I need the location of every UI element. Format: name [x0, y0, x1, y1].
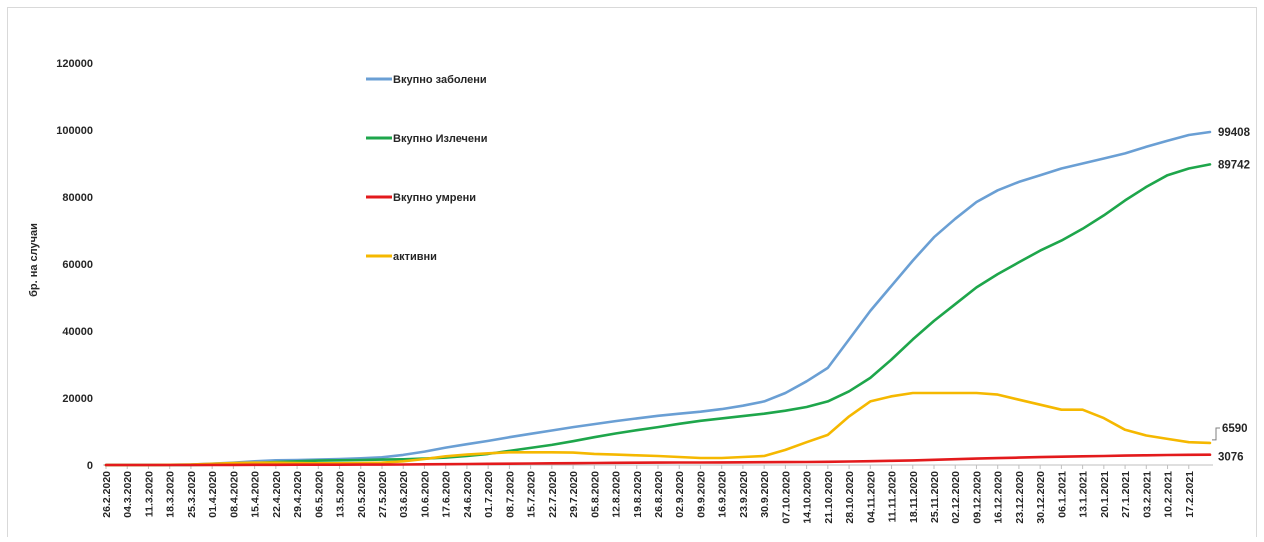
x-tick-label: 21.10.2020 — [823, 471, 835, 524]
x-tick-label: 30.9.2020 — [759, 471, 771, 518]
x-tick-label: 26.2.2020 — [101, 471, 113, 518]
x-tick-label: 20.5.2020 — [356, 471, 368, 518]
x-tick-label: 13.1.2021 — [1078, 471, 1090, 518]
end-label-leader — [1212, 427, 1220, 441]
x-tick-label: 18.3.2020 — [165, 471, 177, 518]
legend-entry: Вкупно Излечени — [393, 133, 487, 145]
y-axis-ticks: 0 20000 40000 60000 80000 100000 120000 — [56, 58, 93, 472]
x-tick-label: 03.6.2020 — [398, 471, 410, 518]
series-line-1 — [104, 130, 1212, 467]
x-tick-label: 02.9.2020 — [674, 471, 686, 518]
x-tick-label: 04.3.2020 — [122, 471, 134, 518]
end-label: 6590 — [1222, 423, 1248, 435]
x-tick-label: 28.10.2020 — [844, 471, 856, 524]
y-tick-label: 20000 — [62, 393, 93, 405]
x-tick-label: 22.7.2020 — [547, 471, 559, 518]
x-tick-label: 23.12.2020 — [1014, 471, 1026, 524]
x-tick-label: 30.12.2020 — [1035, 471, 1047, 524]
x-tick-label: 02.12.2020 — [950, 471, 962, 524]
end-label: 99408 — [1218, 127, 1251, 139]
x-tick-label: 15.4.2020 — [250, 471, 262, 518]
x-tick-label: 12.8.2020 — [611, 471, 623, 518]
end-labels: 99408 89742 3076 6590 — [1212, 127, 1251, 464]
x-tick-label: 27.1.2021 — [1120, 471, 1132, 518]
x-tick-label: 10.2.2021 — [1163, 471, 1175, 518]
x-tick-label: 05.8.2020 — [589, 471, 601, 518]
x-tick-label: 16.12.2020 — [993, 471, 1005, 524]
y-tick-label: 0 — [87, 460, 93, 472]
x-tick-label: 07.10.2020 — [780, 471, 792, 524]
x-tick-label: 13.5.2020 — [335, 471, 347, 518]
x-tick-label: 01.4.2020 — [207, 471, 219, 518]
x-tick-label: 03.2.2021 — [1141, 471, 1153, 518]
y-tick-label: 60000 — [62, 259, 93, 271]
x-axis-ticks: 26.2.2020 04.3.2020 11.3.2020 18.3.2020 25.3… — [101, 465, 1196, 524]
x-tick-label: 08.4.2020 — [228, 471, 240, 518]
x-tick-label: 23.9.2020 — [738, 471, 750, 518]
series-line-3 — [104, 453, 1212, 467]
x-tick-label: 22.4.2020 — [271, 471, 283, 518]
x-tick-label: 20.1.2021 — [1099, 471, 1111, 518]
chart-frame — [7, 7, 1257, 542]
x-tick-label: 11.11.2020 — [887, 471, 899, 523]
x-tick-label: 29.7.2020 — [568, 471, 580, 518]
x-tick-label: 08.7.2020 — [504, 471, 516, 518]
x-tick-label: 17.2.2021 — [1184, 471, 1196, 518]
x-tick-label: 26.8.2020 — [653, 471, 665, 518]
legend-entry: активни — [393, 251, 437, 263]
end-label: 3076 — [1218, 452, 1244, 464]
series-line-2 — [104, 163, 1212, 467]
legend: Вкупно заболени Вкупно Излечени Вкупно умр… — [366, 74, 487, 263]
x-tick-label: 11.3.2020 — [143, 471, 155, 517]
x-tick-label: 18.11.2020 — [908, 471, 920, 523]
legend-entry: Вкупно заболени — [393, 74, 487, 86]
x-tick-label: 29.4.2020 — [292, 471, 304, 518]
end-label: 89742 — [1218, 159, 1250, 171]
x-tick-label: 06.5.2020 — [313, 471, 325, 518]
x-tick-label: 16.9.2020 — [717, 471, 729, 518]
series-line-4 — [104, 391, 1212, 467]
y-axis-label: бр. на случаи — [28, 223, 40, 297]
x-tick-label: 24.6.2020 — [462, 471, 474, 518]
y-tick-label: 40000 — [62, 326, 93, 338]
x-tick-label: 27.5.2020 — [377, 471, 389, 518]
x-tick-label: 25.3.2020 — [186, 471, 198, 518]
series-lines — [104, 130, 1212, 467]
x-tick-label: 09.9.2020 — [695, 471, 707, 518]
x-tick-label: 19.8.2020 — [632, 471, 644, 518]
x-tick-label: 10.6.2020 — [419, 471, 431, 518]
y-tick-label: 100000 — [56, 125, 93, 137]
x-tick-label: 15.7.2020 — [526, 471, 538, 518]
legend-entry: Вкупно умрени — [393, 192, 476, 204]
x-tick-label: 17.6.2020 — [441, 471, 453, 518]
x-tick-label: 14.10.2020 — [802, 471, 814, 524]
x-tick-label: 25.11.2020 — [929, 471, 941, 523]
y-tick-label: 80000 — [62, 192, 93, 204]
y-tick-label: 120000 — [56, 58, 93, 70]
x-tick-label: 06.1.2021 — [1056, 471, 1068, 518]
x-tick-label: 09.12.2020 — [971, 471, 983, 524]
x-tick-label: 04.11.2020 — [865, 471, 877, 523]
x-tick-label: 01.7.2020 — [483, 471, 495, 518]
